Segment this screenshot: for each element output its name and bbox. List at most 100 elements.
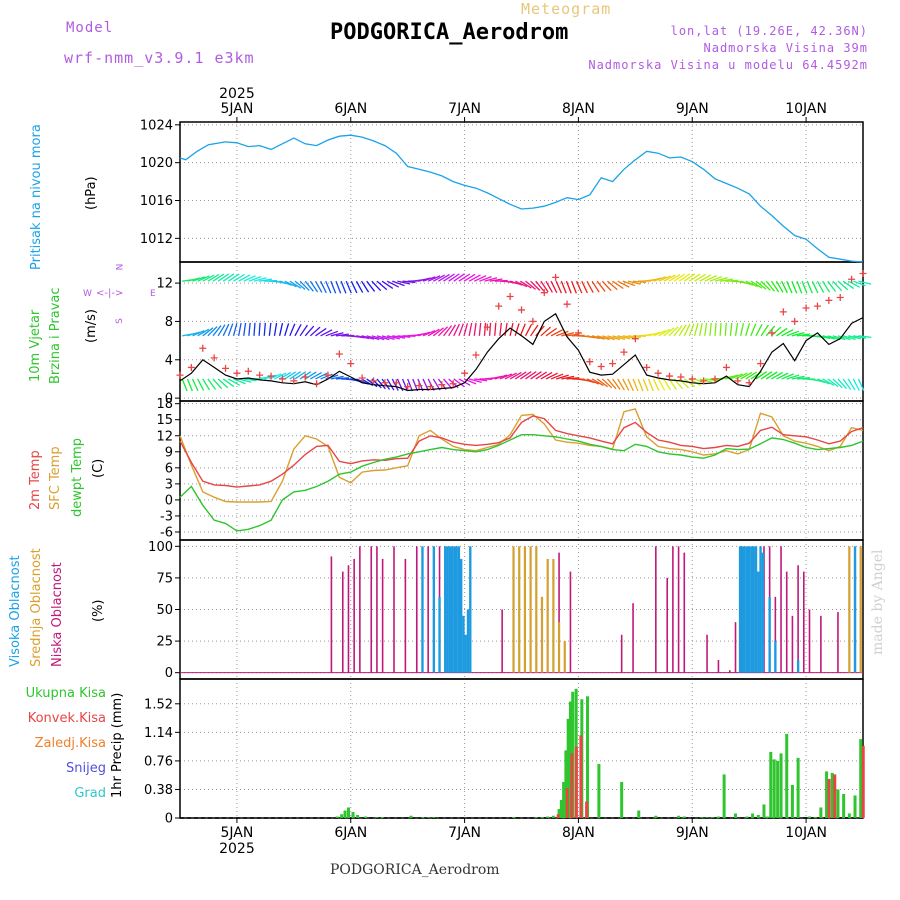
precip-bar <box>343 810 347 818</box>
wind-barb-arrow <box>519 323 526 337</box>
temp-2m-line <box>179 415 864 488</box>
precip-bar <box>654 815 658 818</box>
wind-barb-arrow <box>730 373 743 380</box>
cloud-bar <box>421 546 424 673</box>
wind-barb-arrow <box>468 322 473 336</box>
wind-barb-arrow <box>366 280 376 292</box>
wind-barb-arrow <box>796 377 810 380</box>
wind-barb-arrow <box>560 280 567 294</box>
precip-bar <box>765 816 769 818</box>
wind-barb-arrow <box>586 335 600 340</box>
wind-barb-arrow <box>750 323 757 337</box>
y-tick-label: 1024 <box>140 118 173 133</box>
wind-barb-arrow <box>463 273 476 282</box>
wind-barb-arrow <box>627 335 641 338</box>
wind-barb-arrow <box>817 335 831 340</box>
wind-barb-arrow <box>535 371 548 380</box>
wind-barb-arrow <box>714 322 717 336</box>
wind-barb-arrow <box>612 335 626 340</box>
gust-marker <box>438 381 446 389</box>
wind-barb-arrow <box>612 280 624 290</box>
precip-bar <box>335 816 339 818</box>
gust-marker <box>677 373 685 381</box>
wind-barb-arrow <box>289 323 296 337</box>
wind-barb-arrow <box>376 280 388 291</box>
gust-marker <box>665 372 673 380</box>
wind-barb-arrow <box>278 322 284 336</box>
wind-barb-arrow <box>770 280 780 293</box>
wind-barb-arrow <box>289 371 301 380</box>
cloud-bar <box>750 546 753 673</box>
gust-marker <box>176 371 184 379</box>
wind-barb-arrow <box>212 273 225 282</box>
wind-barb-arrow <box>837 378 848 390</box>
wind-barb-arrow <box>499 322 502 336</box>
wind-barb-arrow <box>458 273 471 282</box>
wind-barb-arrow <box>770 326 782 337</box>
precip-legend-total: Ukupna Kisa <box>25 686 106 701</box>
wind-barb-arrow <box>622 280 636 287</box>
wind-barb-arrow <box>401 378 409 392</box>
wind-barb-arrow <box>412 378 419 392</box>
wind-barb-arrow <box>801 280 808 294</box>
wind-barb-arrow <box>274 372 287 380</box>
gust-marker <box>461 369 469 377</box>
wind-barb-arrow <box>432 327 444 337</box>
wind-barb-arrow <box>468 274 481 282</box>
wind-barb-arrow <box>540 280 549 293</box>
wind-barb-arrow <box>232 323 238 336</box>
precip-bar <box>375 817 379 818</box>
precip-bar <box>677 815 681 818</box>
wind-barb-arrow <box>458 323 464 337</box>
gust-marker <box>222 364 230 372</box>
precip-bar <box>769 751 773 818</box>
precip-bar <box>346 807 350 818</box>
y-tick-label: 3 <box>165 477 173 492</box>
wind-barb-arrow <box>668 326 679 337</box>
precip-bar <box>751 813 755 818</box>
gust-marker <box>313 380 321 388</box>
wind-barb-arrow <box>837 335 851 341</box>
wind-barb-arrow <box>776 327 788 337</box>
wind-barb-arrow <box>740 371 753 380</box>
wind-barb-arrow <box>488 322 492 336</box>
wind-barb-arrow <box>489 278 503 282</box>
wind-barb-arrow <box>238 378 252 383</box>
precip-bar <box>859 739 863 818</box>
wind-barb-arrow <box>678 273 691 282</box>
wind-barb-arrow <box>673 325 683 337</box>
wind-barb-arrow <box>438 273 450 282</box>
wind-barb-arrow <box>233 273 245 282</box>
cloud-bar <box>677 546 680 673</box>
wind-barb-arrow <box>617 378 625 391</box>
wind-barb-arrow <box>791 375 805 380</box>
precip-bar <box>711 817 715 818</box>
gust-marker <box>825 296 833 304</box>
wind-barb-arrow <box>330 375 344 380</box>
wind-barb-arrow <box>202 274 215 282</box>
compass-west: W <box>83 289 92 299</box>
wind-barb-arrow <box>540 326 551 337</box>
wind-barb-arrow <box>187 277 201 282</box>
wind-barb-arrow <box>652 378 660 392</box>
cloud-bar <box>464 634 467 673</box>
wind-barb-arrow <box>617 335 631 340</box>
precip-bar <box>827 778 831 818</box>
bottom-year-label: 2025 <box>219 841 255 857</box>
footer-station: PODGORICA_Aerodrom <box>330 862 500 878</box>
wind-barb-arrow <box>212 325 222 337</box>
wind-barb-arrow <box>294 371 307 380</box>
wind-barb-arrow <box>668 378 678 390</box>
cloud-bar <box>546 558 549 673</box>
wind-barb-arrow <box>791 332 805 337</box>
wind-barb-arrow <box>822 378 835 386</box>
top-day-label: 5JAN <box>220 101 253 117</box>
gust-marker <box>757 360 765 368</box>
wind-barb-arrow <box>525 371 537 380</box>
wind-barb-arrow <box>816 280 825 293</box>
wind-barb-arrow <box>330 280 337 294</box>
wind-barb-arrow <box>591 335 605 340</box>
wind-barb-arrow <box>760 280 771 291</box>
y-tick-label: 15 <box>156 413 173 428</box>
wind-barb-arrow <box>853 335 867 339</box>
